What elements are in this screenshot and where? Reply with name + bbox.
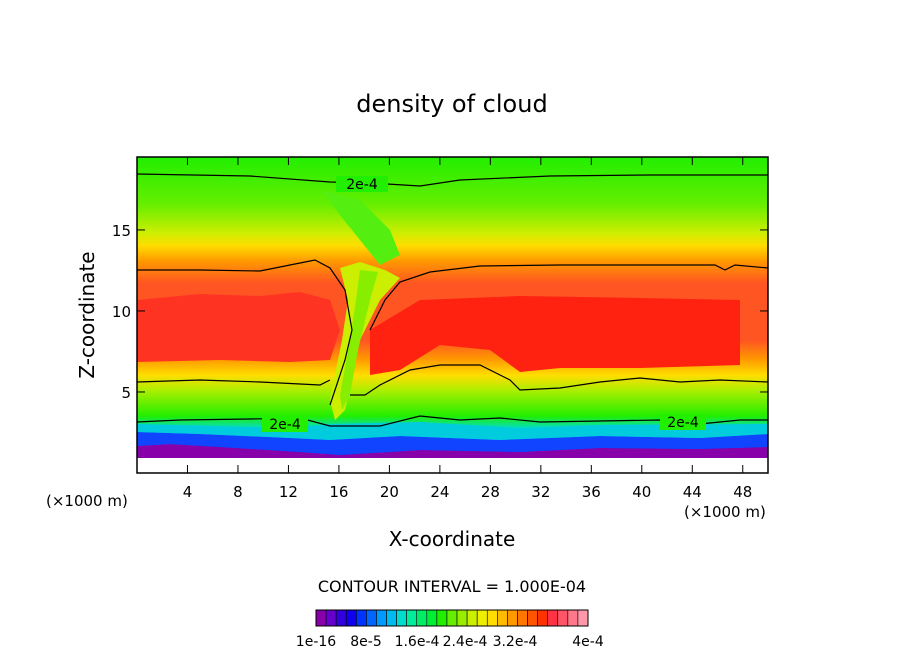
colorbar-swatch	[476, 609, 488, 627]
x-tick-label: 32	[531, 483, 550, 501]
x-tick-label: 12	[279, 483, 298, 501]
x-tick-label: 4	[183, 483, 193, 501]
colorbar-swatch	[557, 609, 569, 627]
x-tick-label: 20	[380, 483, 399, 501]
plot-frame	[136, 156, 769, 474]
contour-interval-label: CONTOUR INTERVAL = 1.000E-04	[318, 577, 586, 596]
x-tick-label: 24	[430, 483, 449, 501]
colorbar-swatch	[577, 609, 589, 627]
colorbar-swatch	[456, 609, 468, 627]
colorbar-swatch	[355, 609, 367, 627]
x-tick-label: 44	[683, 483, 702, 501]
colorbar-frame	[315, 609, 589, 627]
colorbar-swatch	[507, 609, 518, 627]
colorbar-swatch	[426, 609, 438, 627]
x-tick-label: 8	[233, 483, 243, 501]
y-tick-label: 10	[112, 303, 131, 321]
colorbar-swatch	[567, 609, 579, 627]
field-base-cyan	[137, 422, 768, 440]
x-unit-left: (×1000 m)	[46, 492, 128, 510]
colorbar-swatch	[466, 609, 478, 627]
colorbar-swatch	[345, 609, 357, 627]
colorbar-swatch	[537, 609, 549, 627]
colorbar-tick-label: 1.6e-4	[395, 634, 440, 650]
contour-label-bg-1	[336, 176, 388, 192]
colorbar-swatch	[416, 609, 428, 627]
colorbar-swatch	[335, 609, 347, 627]
field-core-right	[370, 296, 740, 375]
x-tick-label: 40	[632, 483, 651, 501]
field-base-purple	[137, 444, 768, 458]
contour-label-3: 2e-4	[667, 415, 699, 431]
colorbar-tick-label: 1e-16	[296, 634, 336, 650]
field-bottom-blank	[137, 458, 768, 473]
x-axis-label: X-coordinate	[389, 527, 516, 551]
colorbar-swatch	[486, 609, 498, 627]
colorbar-swatch	[436, 609, 448, 627]
x-tick-label: 16	[329, 483, 348, 501]
heatmap-field	[137, 157, 768, 473]
contour-label-bg-3	[660, 414, 706, 430]
colorbar	[315, 609, 589, 627]
contour-lines	[136, 173, 769, 427]
y-axis-ticks: 5 10 15	[112, 222, 768, 402]
colorbar-swatch	[497, 609, 508, 627]
field-core-left	[137, 292, 340, 362]
colorbar-swatch	[406, 609, 418, 627]
contour-mid-upper	[137, 259, 769, 406]
colorbar-tick-label: 4e-4	[572, 634, 604, 650]
x-tick-label: 36	[582, 483, 601, 501]
y-axis-label: Z-coordinate	[75, 251, 99, 378]
colorbar-swatch	[386, 609, 397, 627]
field-top-bulge	[320, 190, 400, 265]
contour-label-2: 2e-4	[269, 417, 301, 433]
colorbar-tick-label: 8e-5	[350, 634, 381, 650]
x-unit-right: (×1000 m)	[684, 503, 766, 521]
contour-label-bg-2	[262, 416, 308, 432]
y-tick-label: 5	[121, 384, 131, 402]
contour-label-1: 2e-4	[346, 177, 378, 193]
colorbar-swatch	[315, 609, 327, 627]
colorbar-swatch	[547, 609, 559, 627]
colorbar-swatch	[517, 609, 528, 627]
x-axis-ticks: 4 8 12 16 20 24 28 32 36 40 44 48	[183, 157, 752, 501]
colorbar-swatch	[376, 609, 387, 627]
colorbar-swatch	[527, 609, 538, 627]
chart-title: density of cloud	[356, 90, 547, 118]
field-base-blue	[137, 432, 768, 455]
colorbar-swatch	[325, 609, 337, 627]
x-tick-label: 48	[733, 483, 752, 501]
y-tick-label: 15	[112, 222, 131, 240]
colorbar-tick-label: 3.2e-4	[493, 634, 538, 650]
colorbar-swatch	[446, 609, 458, 627]
contour-mid-lower	[136, 364, 769, 396]
contour-label-group: 2e-4 2e-4 2e-4	[262, 176, 706, 433]
colorbar-swatch	[396, 609, 407, 627]
field-updraft-core	[340, 270, 378, 410]
contour-upper	[136, 173, 768, 187]
x-tick-label: 28	[481, 483, 500, 501]
colorbar-tick-label: 2.4e-4	[443, 634, 488, 650]
colorbar-swatch	[366, 609, 377, 627]
colorbar-labels: 1e-16 8e-5 1.6e-4 2.4e-4 3.2e-4 4e-4	[296, 634, 604, 650]
